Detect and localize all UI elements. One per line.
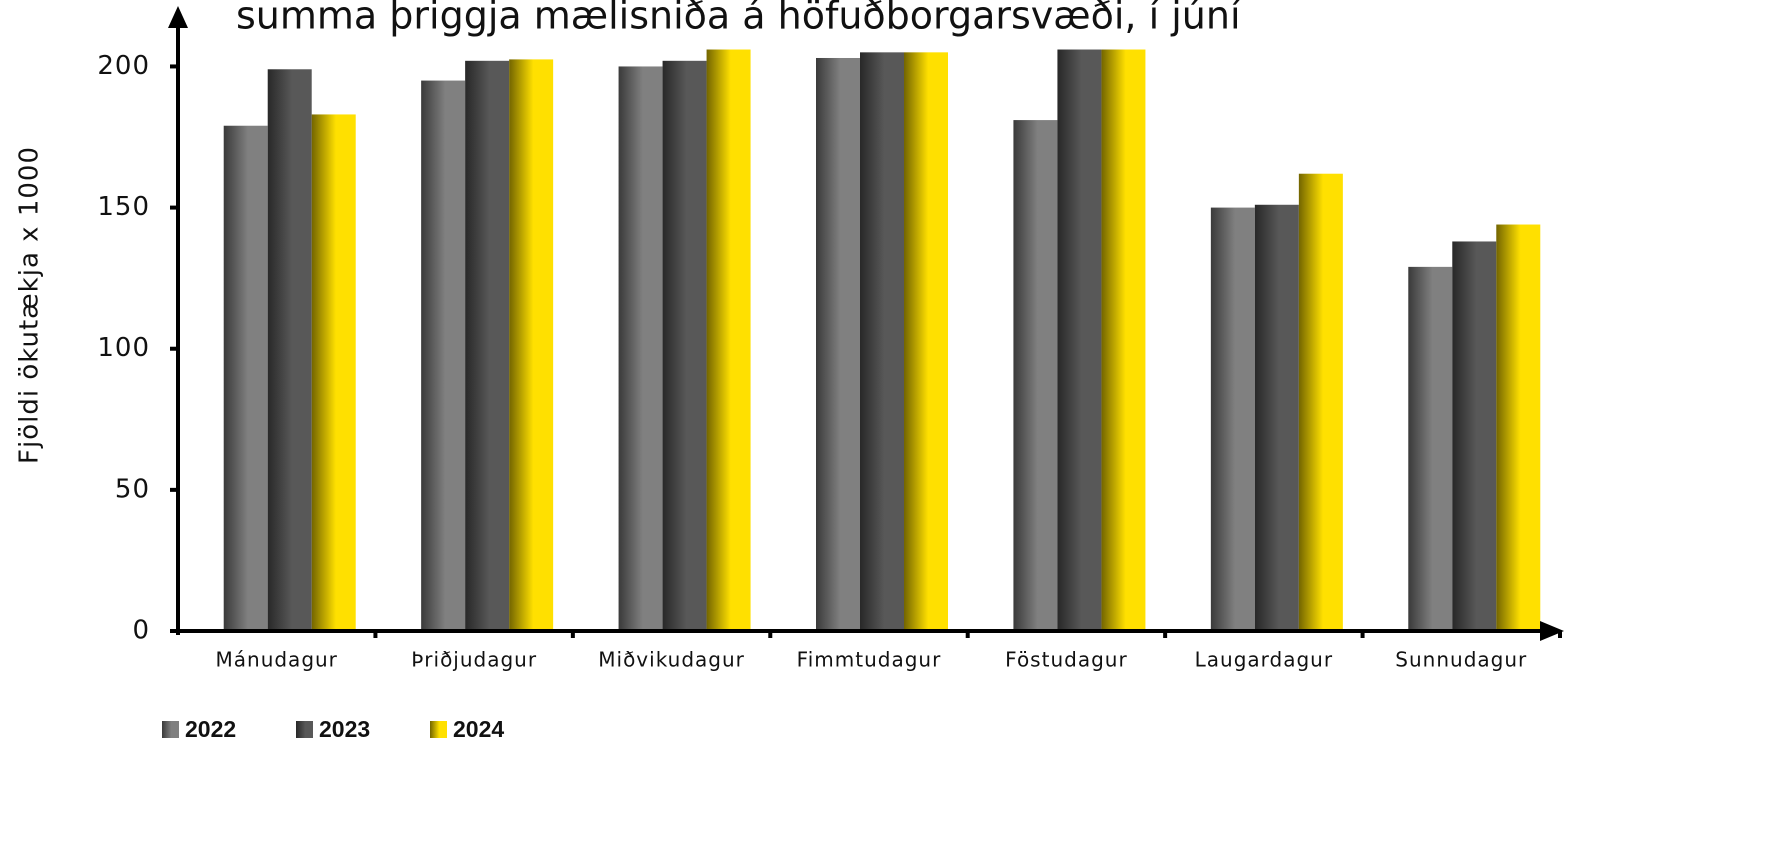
bar: [223, 125, 268, 632]
bar: [1101, 49, 1146, 631]
bar: [267, 69, 312, 631]
bar: [1013, 120, 1058, 631]
y-tick-label: 150: [97, 192, 150, 222]
y-tick-label: 0: [132, 616, 150, 646]
legend-swatch: [430, 721, 447, 738]
legend-swatch: [296, 721, 313, 738]
bar: [1408, 266, 1453, 631]
legend-label: 2023: [319, 716, 370, 742]
y-axis-label: Fjöldi ökutækja x 1000: [15, 146, 45, 464]
bar: [421, 80, 466, 632]
x-tick-label: Fimmtudagur: [797, 648, 942, 672]
bar: [662, 60, 707, 632]
y-tick-label: 50: [115, 474, 150, 504]
y-tick-label: 100: [97, 333, 150, 363]
x-tick-label: Miðvikudagur: [598, 648, 745, 672]
chart-title: summa þriggja mælisniða á höfuðborgarsvæ…: [236, 0, 1242, 38]
bar: [1452, 241, 1497, 632]
y-axis-arrow: [168, 6, 188, 28]
x-tick-label: Laugardagur: [1195, 648, 1333, 672]
bar: [816, 57, 860, 631]
legend-label: 2024: [453, 716, 504, 742]
x-axis-arrow: [1540, 621, 1564, 641]
bar: [311, 114, 356, 631]
x-tick-label: Sunnudagur: [1395, 648, 1527, 672]
legend-swatch: [162, 721, 179, 738]
x-tick-label: Föstudagur: [1005, 648, 1128, 672]
bar: [1496, 224, 1541, 631]
bar: [860, 52, 904, 632]
legend-label: 2022: [185, 716, 236, 742]
bar: [904, 52, 948, 632]
bar: [1210, 207, 1255, 631]
bar: [1298, 173, 1343, 631]
bar: [1057, 49, 1102, 631]
x-tick-label: Mánudagur: [216, 648, 338, 672]
y-tick-label: 200: [97, 51, 150, 81]
bar: [509, 59, 554, 632]
x-tick-label: Þriðjudagur: [411, 648, 537, 672]
bar: [465, 60, 510, 632]
bar: [1254, 204, 1299, 631]
bar: [618, 66, 663, 632]
bar: [706, 49, 751, 631]
